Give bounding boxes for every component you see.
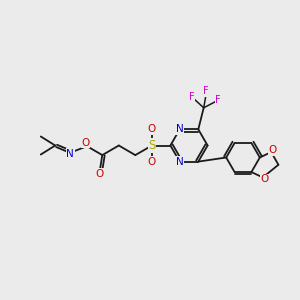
Text: F: F xyxy=(189,92,194,102)
Text: N: N xyxy=(176,124,184,134)
Text: O: O xyxy=(260,174,269,184)
Text: O: O xyxy=(148,124,156,134)
Text: F: F xyxy=(203,86,209,96)
Text: O: O xyxy=(96,169,104,179)
Text: O: O xyxy=(148,157,156,167)
Text: O: O xyxy=(81,138,89,148)
Text: F: F xyxy=(215,95,220,105)
Text: S: S xyxy=(148,139,155,152)
Text: O: O xyxy=(268,145,277,155)
Text: N: N xyxy=(176,157,184,166)
Text: N: N xyxy=(66,149,74,159)
